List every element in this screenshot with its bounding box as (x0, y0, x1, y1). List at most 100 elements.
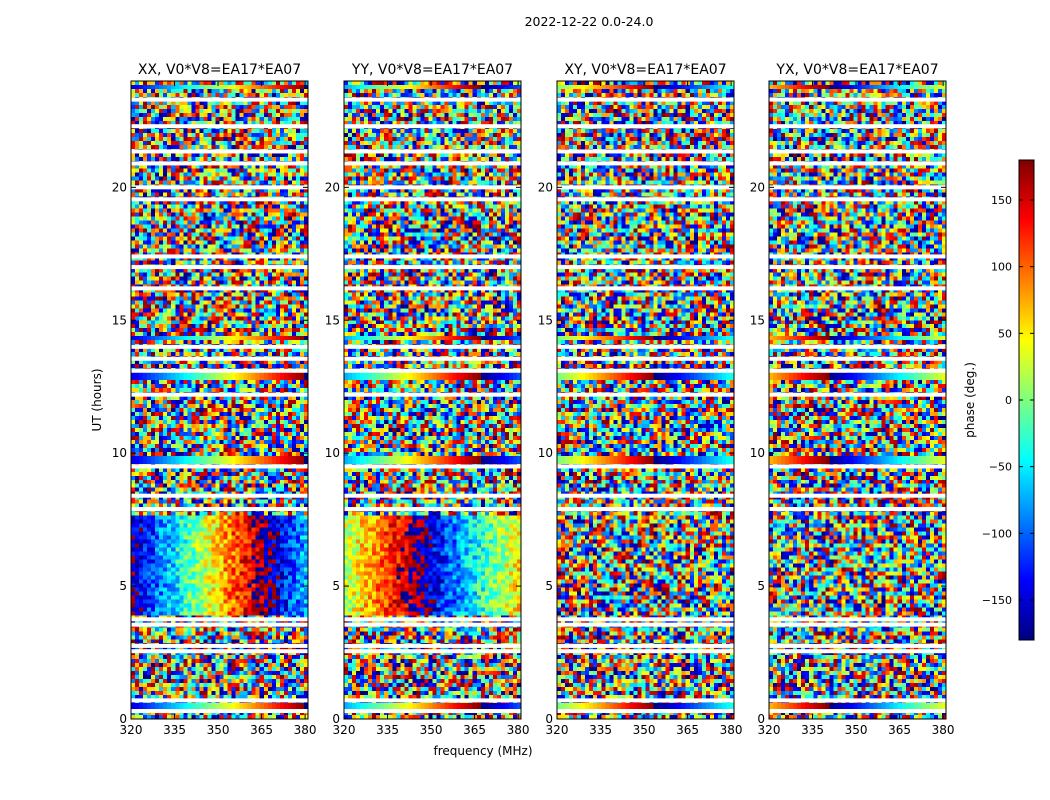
panel-frame (768, 80, 947, 720)
flagged-row (557, 643, 734, 648)
flagged-row (131, 161, 308, 166)
x-tick-label: 365 (888, 723, 911, 737)
flagged-row (344, 149, 521, 154)
colorbar-tick-label: 50 (998, 327, 1012, 340)
x-tick-label: 380 (294, 723, 317, 737)
flagged-row (557, 344, 734, 349)
flagged-row (131, 344, 308, 349)
flagged-row (131, 617, 308, 622)
flagged-row (769, 464, 946, 469)
colorbar-tick-label: −50 (989, 461, 1012, 474)
flagged-row (557, 149, 734, 154)
y-tick-label: 5 (545, 579, 553, 593)
flagged-row (769, 493, 946, 498)
y-axis-label: UT (hours) (90, 368, 104, 431)
y-tick-label: 5 (119, 579, 127, 593)
panel-frame (343, 80, 522, 720)
colorbar: −150 −100 −50 0 50 100 150 (982, 159, 1035, 641)
panel-xx: XX, V0*V8=EA17*EA07 320 335 350 365 380 0 5 10 15… (112, 62, 317, 737)
flagged-row (557, 286, 734, 291)
colorbar-tick-label: −100 (982, 527, 1012, 540)
flagged-row (769, 286, 946, 291)
y-tick-label: 15 (750, 313, 765, 327)
flagged-row (557, 97, 734, 102)
flagged-row (557, 392, 734, 397)
flagged-row (131, 124, 308, 129)
x-tick-label: 320 (333, 723, 356, 737)
flagged-row (769, 643, 946, 648)
y-tick-label: 15 (112, 313, 127, 327)
flagged-row (131, 649, 308, 654)
flagged-row (131, 197, 308, 202)
panel-title: XY, V0*V8=EA17*EA07 (564, 62, 726, 78)
x-tick-label: 350 (633, 723, 656, 737)
flagged-row (769, 265, 946, 270)
flagged-row (557, 622, 734, 627)
flagged-row (769, 97, 946, 102)
x-tick-label: 380 (507, 723, 530, 737)
panel-frame (556, 80, 735, 720)
colorbar-tick-label: 0 (1005, 394, 1012, 407)
flagged-row (769, 197, 946, 202)
flagged-row (344, 185, 521, 190)
flagged-row (131, 493, 308, 498)
flagged-row (557, 197, 734, 202)
flagged-row (769, 617, 946, 622)
flagged-row (557, 506, 734, 511)
colorbar-tick-label: 100 (991, 261, 1012, 274)
flagged-row (769, 344, 946, 349)
flagged-row (557, 493, 734, 498)
flagged-row (131, 356, 308, 361)
x-tick-label: 365 (463, 723, 486, 737)
flagged-row (131, 464, 308, 469)
flagged-row (344, 344, 521, 349)
colorbar-label: phase (deg.) (963, 362, 977, 438)
flagged-row (769, 149, 946, 154)
flagged-row (131, 286, 308, 291)
flagged-row (769, 649, 946, 654)
x-axis-label: frequency (MHz) (433, 744, 532, 758)
flagged-row (344, 464, 521, 469)
panel-yx: YX, V0*V8=EA17*EA07 320 335 350 365 380 0 5 10 15… (750, 62, 955, 737)
x-tick-label: 365 (250, 723, 273, 737)
flagged-row (131, 265, 308, 270)
panel-title: YY, V0*V8=EA17*EA07 (351, 62, 513, 78)
chart-suptitle: 2022-12-22 0.0-24.0 (525, 14, 654, 29)
flagged-row (557, 617, 734, 622)
flagged-row (344, 649, 521, 654)
flagged-row (769, 356, 946, 361)
flagged-row (344, 254, 521, 259)
panels-group: XX, V0*V8=EA17*EA07 320 335 350 365 380 0 5 10 15… (112, 62, 955, 737)
panel-title: YX, V0*V8=EA17*EA07 (775, 62, 938, 78)
flagged-row (769, 161, 946, 166)
y-tick-label: 0 (332, 712, 340, 726)
flagged-row (344, 622, 521, 627)
x-tick-label: 320 (546, 723, 569, 737)
y-tick-label: 10 (538, 446, 553, 460)
panel-title: XX, V0*V8=EA17*EA07 (138, 62, 301, 78)
flagged-row (344, 265, 521, 270)
flagged-row (344, 698, 521, 703)
y-tick-label: 20 (112, 180, 127, 194)
flagged-row (131, 709, 308, 714)
flagged-row (131, 97, 308, 102)
flagged-row (344, 286, 521, 291)
flagged-row (557, 464, 734, 469)
flagged-row (344, 493, 521, 498)
flagged-row (769, 124, 946, 129)
flagged-row (344, 161, 521, 166)
y-tick-label: 0 (119, 712, 127, 726)
flagged-row (557, 161, 734, 166)
flagged-row (131, 643, 308, 648)
y-tick-label: 20 (750, 180, 765, 194)
flagged-row (131, 622, 308, 627)
panel-frame (130, 80, 309, 720)
flagged-row (344, 197, 521, 202)
colorbar-tick-label: 150 (991, 194, 1012, 207)
colorbar-tick-label: −150 (982, 594, 1012, 607)
flagged-row (131, 698, 308, 703)
y-tick-label: 15 (538, 313, 553, 327)
flagged-row (344, 356, 521, 361)
flagged-row (344, 97, 521, 102)
